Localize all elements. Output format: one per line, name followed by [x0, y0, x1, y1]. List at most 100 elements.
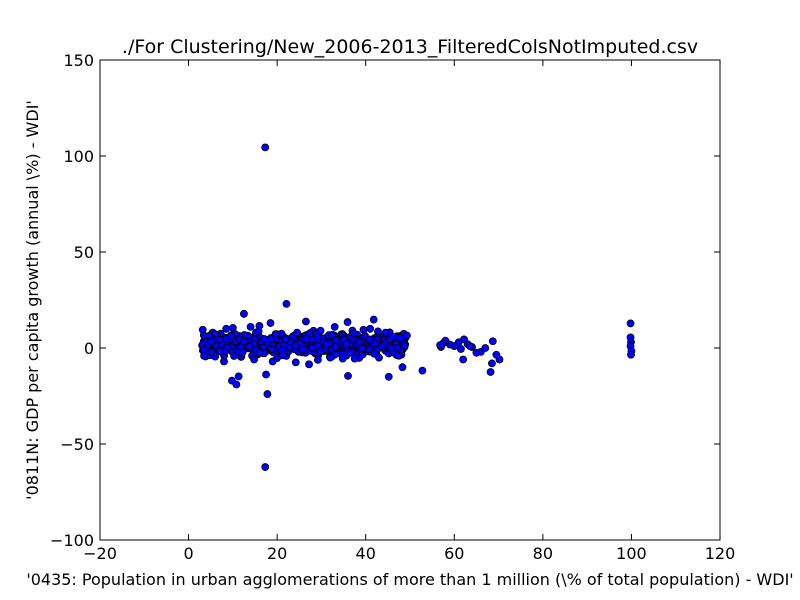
data-point: [384, 372, 393, 381]
y-tick-label: −100: [50, 531, 94, 550]
data-point: [220, 357, 228, 366]
data-point: [302, 317, 310, 326]
data-point: [359, 325, 368, 334]
data-point: [291, 341, 300, 350]
data-point: [346, 348, 355, 357]
data-point: [227, 332, 236, 340]
data-point: [366, 324, 375, 333]
data-point: [472, 348, 481, 357]
data-point: [388, 332, 397, 341]
y-tick-labels: −100 −50 0 50 100 150: [50, 51, 94, 550]
data-point: [230, 352, 238, 360]
x-tick-label: 120: [705, 544, 736, 563]
data-point: [216, 347, 224, 356]
data-point: [277, 329, 286, 338]
data-point: [246, 322, 255, 331]
data-point: [207, 337, 216, 346]
data-point: [365, 335, 374, 344]
x-tick-label: 80: [533, 544, 553, 563]
x-tick-labels: −20 0 20 40 60 80 100 120: [83, 544, 735, 563]
plot-frame: [99, 59, 721, 541]
data-point: [395, 351, 403, 360]
data-point: [481, 344, 490, 352]
data-point: [308, 343, 317, 352]
data-point: [398, 363, 407, 372]
data-point: [369, 315, 378, 324]
x-tick-label: 0: [183, 544, 193, 563]
data-point: [486, 368, 495, 376]
data-point: [488, 337, 497, 346]
data-point: [459, 355, 468, 364]
data-point: [465, 342, 474, 350]
data-point: [261, 463, 270, 471]
data-point: [228, 323, 237, 332]
y-tick-label: −50: [60, 435, 94, 454]
data-point: [627, 350, 635, 359]
data-point: [266, 319, 275, 327]
data-point: [260, 335, 269, 343]
data-point: [374, 327, 382, 336]
data-point: [211, 352, 220, 361]
data-point: [262, 370, 270, 379]
data-point: [326, 353, 335, 362]
data-point: [291, 358, 300, 367]
data-point: [255, 322, 264, 330]
data-point: [381, 328, 390, 337]
data-point: [358, 344, 366, 353]
data-point: [293, 328, 301, 337]
data-point: [436, 341, 445, 350]
x-axis-label: '0435: Population in urban agglomeration…: [26, 570, 793, 589]
data-point: [278, 346, 287, 355]
data-point: [343, 318, 352, 326]
data-point: [378, 342, 386, 351]
x-tick-label: 100: [616, 544, 647, 563]
data-point: [328, 330, 337, 339]
data-points: [198, 143, 636, 471]
data-point: [370, 339, 379, 348]
data-point: [488, 359, 496, 368]
x-tick-label: 40: [356, 544, 376, 563]
data-point: [200, 346, 208, 354]
data-point: [402, 331, 411, 340]
data-point: [261, 143, 270, 152]
data-point: [232, 380, 241, 389]
data-point: [268, 357, 277, 366]
data-point: [198, 325, 207, 334]
axis-ticks: [99, 59, 721, 541]
data-point: [255, 348, 263, 357]
data-point: [305, 360, 313, 369]
data-point: [350, 354, 359, 363]
data-point: [338, 354, 347, 363]
data-point: [222, 324, 231, 333]
data-point: [387, 344, 396, 353]
data-point: [240, 337, 249, 346]
y-axis-label: '0811N: GDP per capita growth (annual \%…: [23, 100, 42, 500]
data-point: [316, 326, 325, 335]
data-point: [263, 390, 272, 398]
y-tick-label: 150: [63, 51, 94, 70]
data-point: [342, 340, 351, 348]
x-tick-label: 20: [267, 544, 287, 563]
y-tick-label: 100: [63, 147, 94, 166]
x-tick-label: −20: [83, 544, 117, 563]
data-point: [344, 371, 352, 380]
data-point: [355, 337, 364, 346]
data-point: [234, 372, 243, 381]
data-point: [316, 347, 325, 356]
data-point: [330, 322, 339, 331]
y-tick-label: 50: [74, 243, 94, 262]
data-point: [626, 319, 635, 328]
x-tick-label: 60: [444, 544, 464, 563]
data-point: [250, 355, 259, 364]
data-point: [313, 355, 322, 364]
chart-title: ./For Clustering/New_2006-2013_FilteredC…: [122, 36, 698, 58]
data-point: [492, 350, 501, 359]
data-point: [418, 366, 427, 375]
data-point: [245, 342, 254, 351]
data-point: [302, 335, 311, 343]
data-point: [331, 342, 340, 351]
data-point: [281, 335, 290, 344]
data-point: [375, 353, 383, 362]
